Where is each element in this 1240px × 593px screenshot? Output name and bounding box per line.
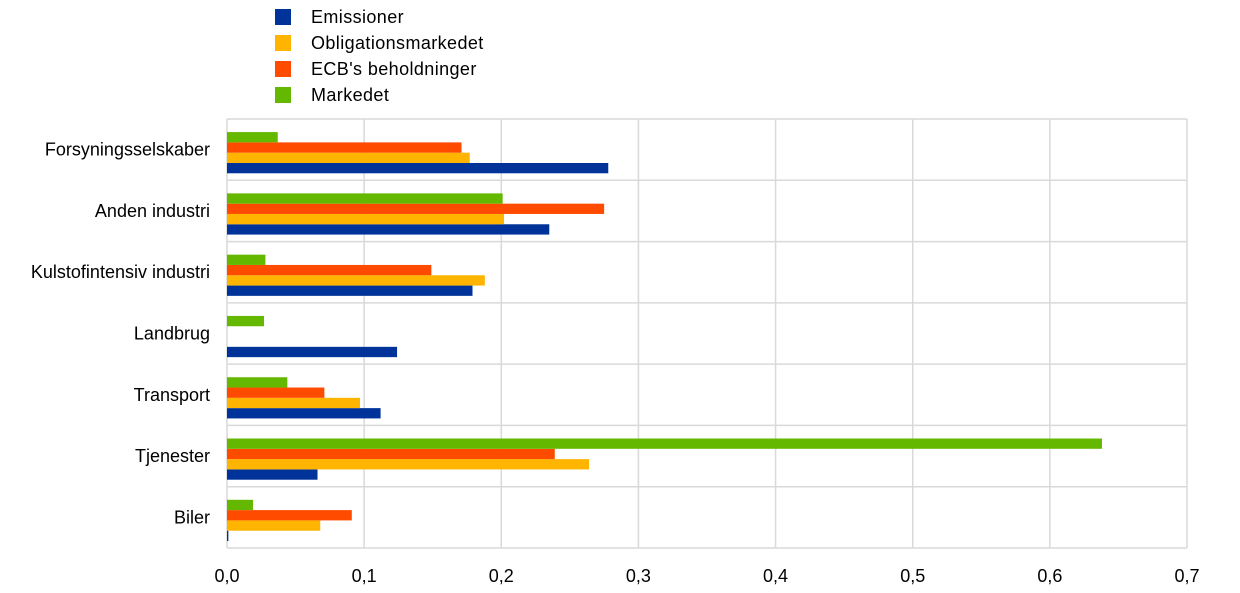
- category-label: Kulstofintensiv industri: [31, 262, 210, 282]
- bar-0-5: [227, 469, 318, 480]
- x-tick-label: 0,0: [214, 566, 239, 586]
- category-label: Biler: [174, 507, 210, 527]
- legend-swatch: [275, 87, 291, 103]
- bar-3-6: [227, 499, 254, 511]
- x-tick-label: 0,6: [1037, 566, 1062, 586]
- legend-label: ECB's beholdninger: [311, 58, 477, 79]
- bar-0-4: [227, 408, 381, 419]
- bar-3-5: [227, 438, 1102, 449]
- category-label: Anden industri: [95, 201, 210, 221]
- legend-label: Markedet: [311, 84, 390, 105]
- legend-swatch: [275, 35, 291, 51]
- category-label: Transport: [134, 385, 210, 405]
- legend-label: Obligationsmarkedet: [311, 32, 484, 53]
- bar-3-4: [227, 377, 288, 388]
- bar-3-0: [227, 132, 278, 143]
- x-tick-label: 0,1: [352, 566, 377, 586]
- category-label: Tjenester: [135, 446, 210, 466]
- bar-1-6: [227, 520, 321, 531]
- bar-2-5: [227, 448, 555, 460]
- bar-3-1: [227, 193, 503, 204]
- category-label: Landbrug: [134, 324, 210, 344]
- bar-2-1: [227, 203, 605, 214]
- bar-3-3: [227, 315, 265, 327]
- bar-1-1: [227, 213, 505, 225]
- bar-1-2: [227, 275, 485, 286]
- legend-item-markedet: Markedet: [275, 82, 484, 108]
- bar-0-6: [227, 530, 229, 541]
- x-tick-label: 0,5: [900, 566, 925, 586]
- bar-0-0: [227, 162, 609, 174]
- bar-0-3: [227, 346, 398, 358]
- bar-2-6: [227, 510, 352, 521]
- bar-1-0: [227, 152, 470, 163]
- bar-0-1: [227, 224, 550, 235]
- bar-2-4: [227, 387, 325, 398]
- bar-1-4: [227, 397, 361, 409]
- bar-3-2: [227, 254, 266, 265]
- bar-2-0: [227, 142, 462, 153]
- legend-item-obligationsmarkedet: Obligationsmarkedet: [275, 30, 484, 56]
- legend-label: Emissioner: [311, 6, 405, 27]
- legend-item-emissioner: Emissioner: [275, 4, 484, 30]
- legend-swatch: [275, 61, 291, 77]
- legend-item-ecb-beholdninger: ECB's beholdninger: [275, 56, 484, 82]
- legend: Emissioner Obligationsmarkedet ECB's beh…: [275, 4, 484, 108]
- x-tick-label: 0,3: [626, 566, 651, 586]
- bar-1-5: [227, 459, 590, 470]
- bar-0-2: [227, 285, 473, 296]
- x-tick-label: 0,4: [763, 566, 788, 586]
- x-tick-label: 0,2: [489, 566, 514, 586]
- category-label: Forsyningsselskaber: [45, 140, 210, 160]
- legend-swatch: [275, 9, 291, 25]
- bar-2-2: [227, 264, 432, 276]
- x-tick-label: 0,7: [1174, 566, 1199, 586]
